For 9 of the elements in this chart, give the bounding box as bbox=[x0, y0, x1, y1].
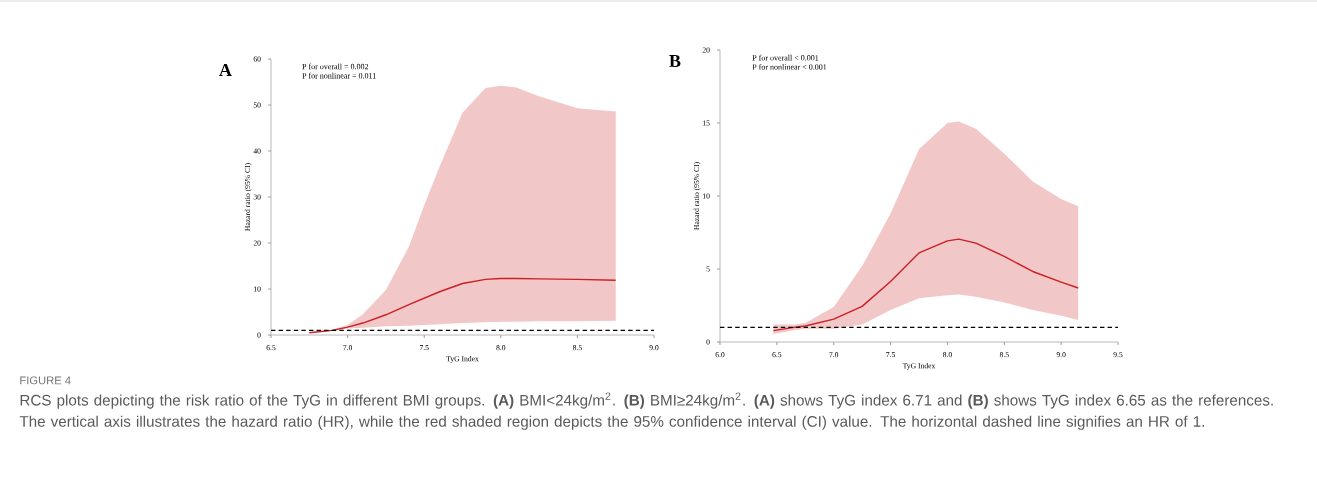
text: RCS plots depicting the risk ratio of the TyG in different BMI groups. (A) BMI<24kg/m$^{2}$. (B) BMI≥24kg/m$^{2}$. (A) shows TyG index 6.71 and (B) shows TyG index 6.65 as the references. The vertical axis illustrates the hazard ratio (HR), while the red shaded region depicts the 95% confidence interval (CI) value. The horizontal dashed line signifies an HR of 1. bbox=[19, 392, 1273, 430]
annotation: P for nonlinear < 0.001 bbox=[752, 63, 827, 70]
line-series bbox=[772, 238, 1079, 332]
chart-title: B bbox=[669, 55, 681, 67]
annotation: P for nonlinear = 0.011 bbox=[302, 72, 376, 79]
text: FIGURE 4 bbox=[20, 376, 71, 385]
annotation: P for overall = 0.002 bbox=[302, 63, 369, 70]
annotation: P for overall < 0.001 bbox=[752, 54, 819, 61]
chart-title: A bbox=[219, 64, 232, 76]
